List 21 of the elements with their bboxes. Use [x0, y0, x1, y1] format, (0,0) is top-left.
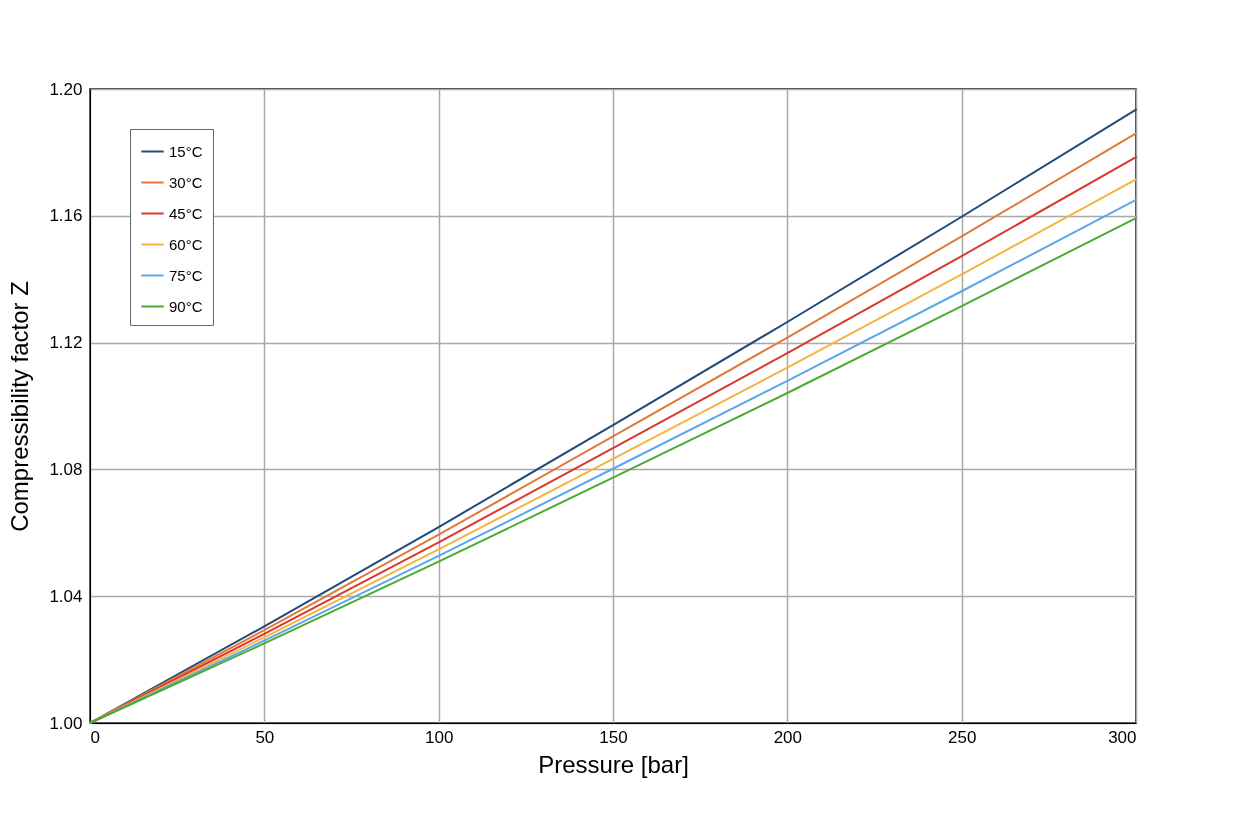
x-tick-label: 300 — [1108, 727, 1137, 747]
x-tick-label: 100 — [424, 727, 454, 747]
legend-label: 60°C — [169, 235, 203, 253]
x-axis-title: Pressure [bar] — [538, 750, 689, 778]
x-tick-label: 150 — [599, 727, 628, 747]
y-tick-label: 1.12 — [49, 333, 83, 353]
y-tick-label: 1.08 — [49, 459, 83, 479]
legend-label: 30°C — [169, 173, 203, 191]
legend-label: 75°C — [169, 266, 203, 284]
x-tick-label: 250 — [947, 727, 977, 747]
y-tick-label: 1.04 — [49, 586, 83, 606]
legend-label: 15°C — [169, 142, 203, 160]
legend-label: 45°C — [169, 204, 203, 222]
x-tick-label: 200 — [773, 727, 803, 747]
x-tick-label: 50 — [255, 727, 275, 747]
y-axis-title: Compressibility factor Z — [6, 281, 34, 532]
y-tick-label: 1.16 — [49, 206, 83, 226]
y-tick-label: 1.00 — [49, 713, 83, 733]
x-tick-label: 0 — [90, 727, 100, 747]
legend-label: 90°C — [169, 297, 203, 315]
y-tick-label: 1.20 — [49, 79, 83, 99]
